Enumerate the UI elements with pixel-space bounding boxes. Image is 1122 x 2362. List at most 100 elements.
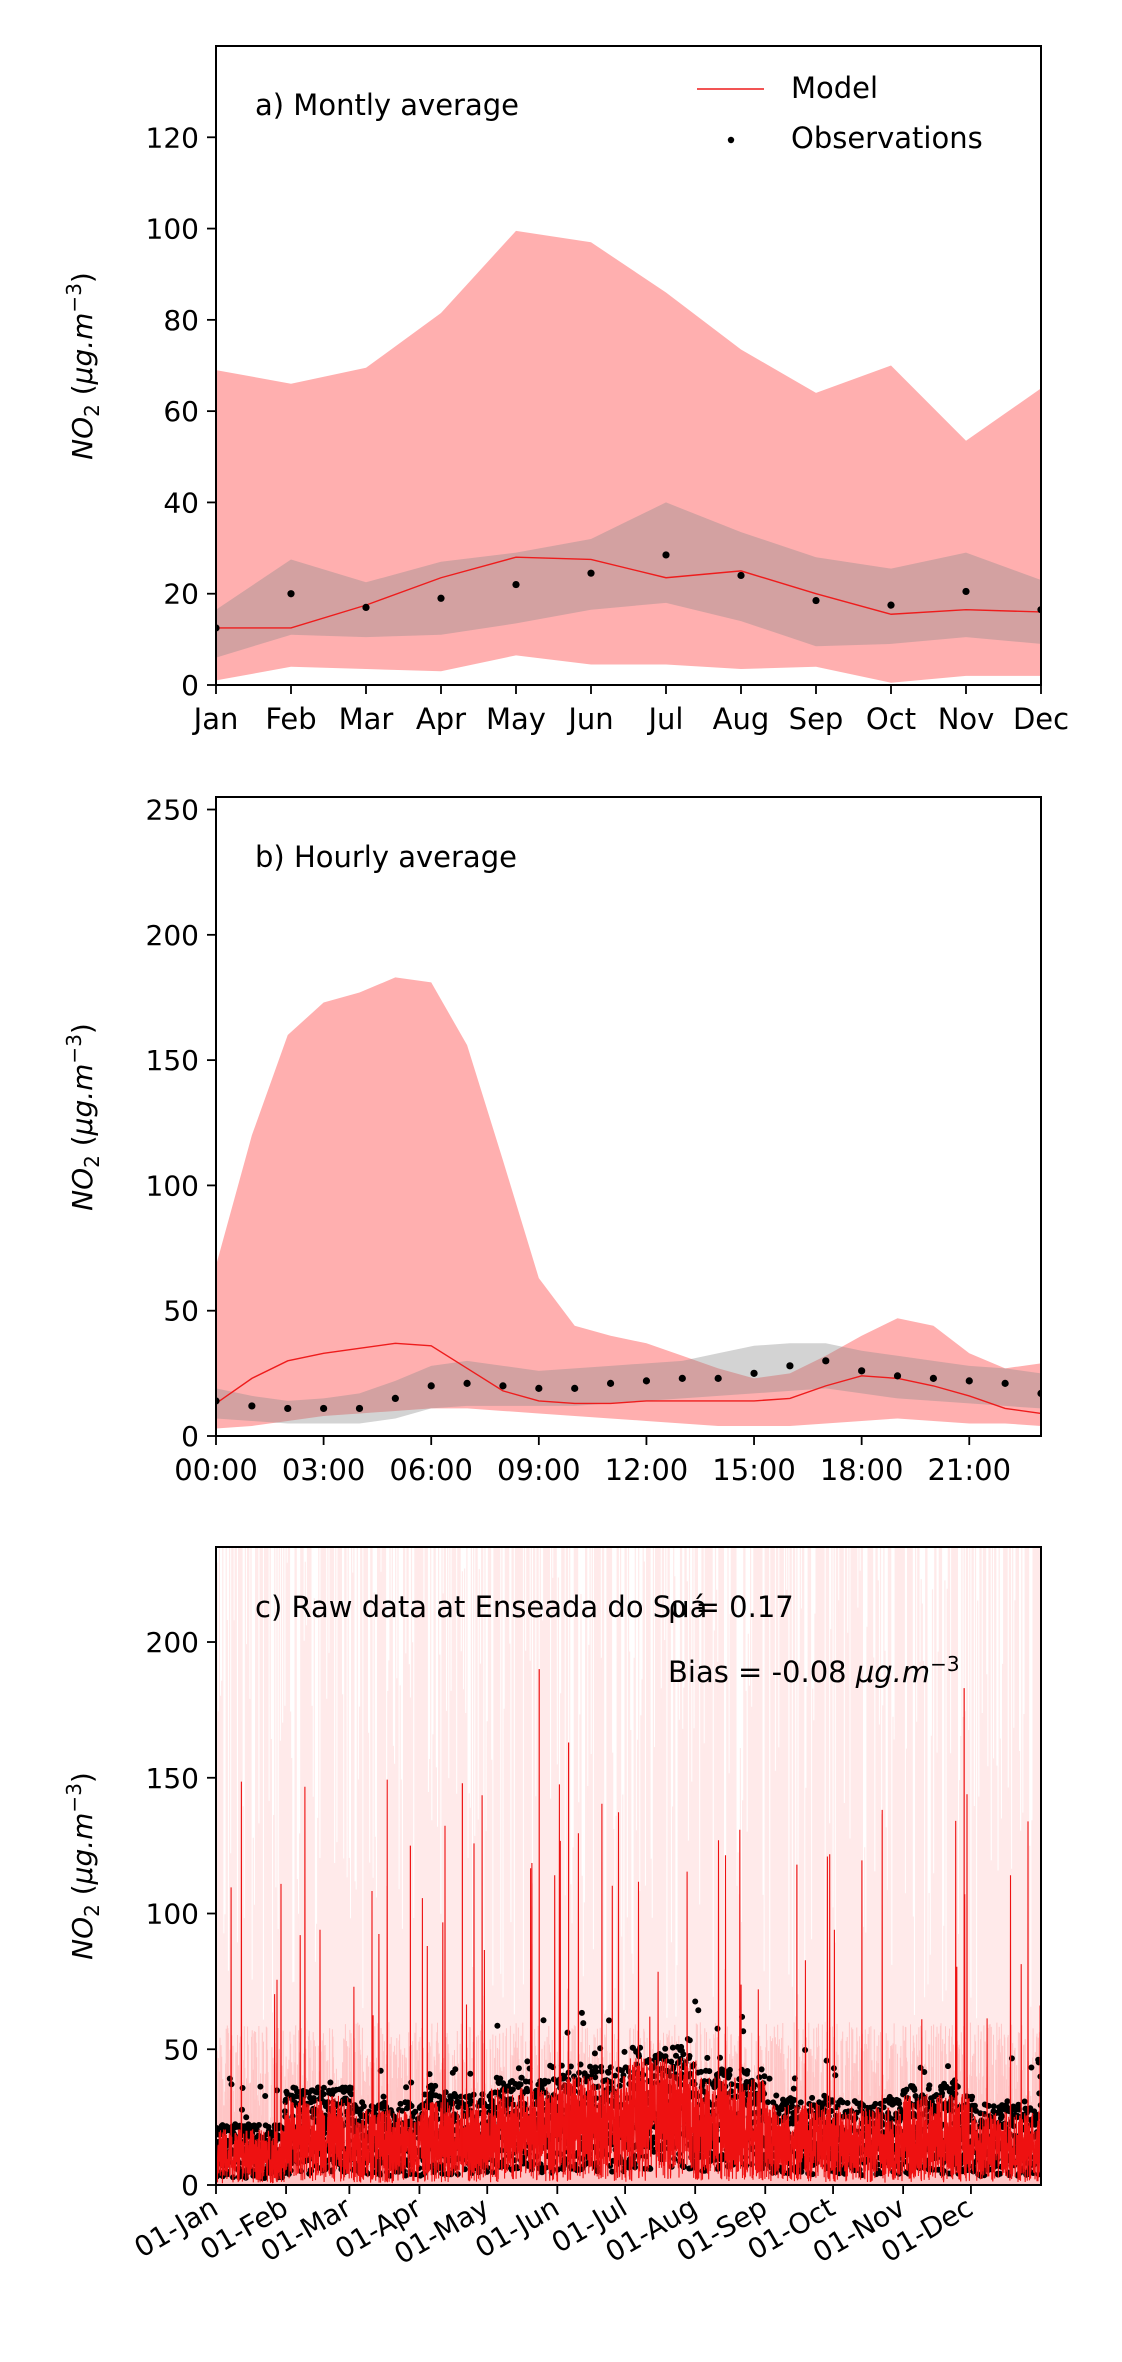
panel-a-ytick-label-0: 0 xyxy=(181,669,199,702)
panel-b-observation-point-21 xyxy=(965,1377,973,1385)
panel-b-observation-point-13 xyxy=(678,1374,686,1382)
panel-a-xtick-label-9: Oct xyxy=(866,702,916,736)
panel-b-observation-point-16 xyxy=(786,1362,794,1370)
panel-a-xtick-label-7: Aug xyxy=(713,702,770,736)
panel-b-ytick-label-50: 50 xyxy=(163,1295,199,1328)
panel-a-bands xyxy=(216,230,1041,683)
panel-b-observation-point-9 xyxy=(535,1384,543,1392)
panel-b-observation-point-10 xyxy=(571,1384,579,1392)
panel-b-xtick-label-7: 21:00 xyxy=(927,1453,1011,1487)
panel-a-xtick-label-1: Feb xyxy=(265,702,316,736)
panel-a-xtick-label-4: May xyxy=(486,702,546,736)
panel-b-xtick-label-2: 06:00 xyxy=(389,1453,473,1487)
panel-a-observation-point-1 xyxy=(287,590,295,598)
panel-b-label: b) Hourly average xyxy=(255,840,517,874)
panel-a-ytick-label-120: 120 xyxy=(146,121,199,154)
panel-a-series xyxy=(216,551,1041,632)
panel-a-observation-point-7 xyxy=(737,571,745,580)
panel-b-observation-point-20 xyxy=(929,1374,937,1382)
panel-c-ytick-label-200: 200 xyxy=(146,1626,199,1659)
panel-b-observation-point-15 xyxy=(750,1369,758,1377)
panel-a-observation-point-3 xyxy=(437,594,445,602)
panel-c-x-axis: 01-Jan01-Feb01-Mar01-Apr01-May01-Jun01-J… xyxy=(129,2185,978,2271)
panel-b-series xyxy=(216,1342,1041,1415)
panel-b-xtick-label-1: 03:00 xyxy=(282,1453,366,1487)
panel-c: 0 50 100 150 200 01-Jan01-Feb01-Mar01-Apr01-… xyxy=(62,1546,1042,2271)
panel-c-bias: Bias = -0.08 μg.m−3 xyxy=(668,1652,960,1689)
panel-a-model-line xyxy=(216,556,1041,629)
panel-a-xtick-label-5: Jun xyxy=(566,702,613,736)
panel-b-observation-point-22 xyxy=(1001,1379,1009,1387)
panel-a-y-axis: 0 20 40 60 80 100 120 xyxy=(146,121,216,702)
panel-b-observation-point-5 xyxy=(391,1394,399,1403)
panel-b-ylabel: NO2 (μg.m−3) xyxy=(62,1023,104,1211)
panel-a-observation-point-4 xyxy=(512,580,520,589)
panel-c-label: c) Raw data at Enseada do Suá xyxy=(255,1590,707,1624)
panel-a-xtick-label-2: Mar xyxy=(339,702,394,736)
panel-c-frame xyxy=(215,1546,1042,2186)
panel-c-ytick-label-0: 0 xyxy=(181,2169,199,2202)
legend-observations-marker xyxy=(727,136,735,144)
panel-a-label: a) Montly average xyxy=(255,88,519,122)
panel-b-ytick-label-0: 0 xyxy=(181,1420,199,1453)
panel-a-band-0 xyxy=(216,230,1041,683)
panel-b-model-line xyxy=(216,1342,1041,1415)
panel-a-xtick-label-0: Jan xyxy=(192,702,239,736)
panel-c-model-line xyxy=(216,1779,1041,2184)
panel-b-observation-point-1 xyxy=(248,1402,256,1410)
panel-b-observation-point-19 xyxy=(893,1372,902,1380)
panel-a-xtick-label-11: Dec xyxy=(1013,702,1069,736)
panel-b-ytick-label-100: 100 xyxy=(146,1169,199,1202)
panel-c-ylabel: NO2 (μg.m−3) xyxy=(62,1772,104,1960)
panel-a-xtick-label-3: Apr xyxy=(416,702,466,736)
panel-a-xtick-label-8: Sep xyxy=(789,702,844,736)
panel-a-band-1 xyxy=(216,502,1041,658)
panel-c-rho: ρ = 0.17 xyxy=(668,1590,794,1624)
panel-c-ytick-label-50: 50 xyxy=(163,2033,199,2066)
panel-a-observation-point-10 xyxy=(962,587,970,596)
panel-b-band-1 xyxy=(216,1343,1041,1424)
panel-b-observation-point-18 xyxy=(858,1367,866,1375)
panel-b-y-axis: 0 50 100 150 200 250 xyxy=(146,794,216,1453)
panel-a-ytick-label-60: 60 xyxy=(163,395,199,428)
panel-b-observation-point-4 xyxy=(355,1404,364,1413)
panel-b-observation-point-12 xyxy=(642,1377,651,1385)
panel-a-observation-point-8 xyxy=(812,596,820,605)
panel-c-ytick-label-150: 150 xyxy=(146,1762,199,1795)
panel-b-observation-point-3 xyxy=(320,1404,328,1413)
panel-b-ytick-label-150: 150 xyxy=(146,1044,199,1077)
panel-c-spread-lines xyxy=(216,1547,1041,2185)
panel-a-ytick-label-100: 100 xyxy=(146,213,199,246)
panel-c-ytick-label-100: 100 xyxy=(146,1898,199,1931)
panel-b-observation-point-2 xyxy=(284,1404,292,1413)
panel-b-observation-point-7 xyxy=(463,1379,471,1387)
legend-model-label: Model xyxy=(791,71,878,105)
panel-a-ytick-label-20: 20 xyxy=(163,578,199,611)
panel-b-xtick-label-0: 00:00 xyxy=(174,1453,258,1487)
panel-a-observation-point-2 xyxy=(362,603,370,612)
panel-a-observation-point-5 xyxy=(587,569,595,577)
panel-a-observation-point-6 xyxy=(662,551,670,559)
panel-b: 0 50 100 150 200 250 00:00 03:00 06:00 09:00 12:0… xyxy=(62,794,1042,1487)
panel-b-observation-point-11 xyxy=(606,1379,615,1387)
panel-a-observation-point-9 xyxy=(887,601,895,609)
panel-b-xtick-label-6: 18:00 xyxy=(820,1453,904,1487)
panel-a: 0 20 40 60 80 100 120 Jan Feb Mar Apr May Jun Jul Aug… xyxy=(62,45,1069,736)
panel-a-ylabel: NO2 (μg.m−3) xyxy=(62,272,104,460)
legend: Model Observations xyxy=(697,71,983,155)
panel-b-observation-point-14 xyxy=(714,1374,722,1382)
panel-b-bands xyxy=(216,977,1041,1429)
panel-b-xtick-label-5: 15:00 xyxy=(712,1453,796,1487)
panel-a-x-axis: Jan Feb Mar Apr May Jun Jul Aug Sep Oct Nov Dec xyxy=(192,685,1069,736)
panel-a-frame xyxy=(215,45,1042,686)
panel-a-ytick-label-80: 80 xyxy=(163,304,199,337)
panel-b-xtick-label-3: 09:00 xyxy=(497,1453,581,1487)
panel-b-ytick-label-200: 200 xyxy=(146,919,199,952)
panel-b-frame xyxy=(215,796,1042,1437)
panel-b-band-0 xyxy=(216,977,1041,1429)
panel-a-ytick-label-40: 40 xyxy=(163,486,199,519)
panel-a-xtick-label-6: Jul xyxy=(647,702,684,736)
panel-b-observation-point-6 xyxy=(427,1382,435,1390)
panel-b-observation-point-8 xyxy=(499,1382,507,1390)
